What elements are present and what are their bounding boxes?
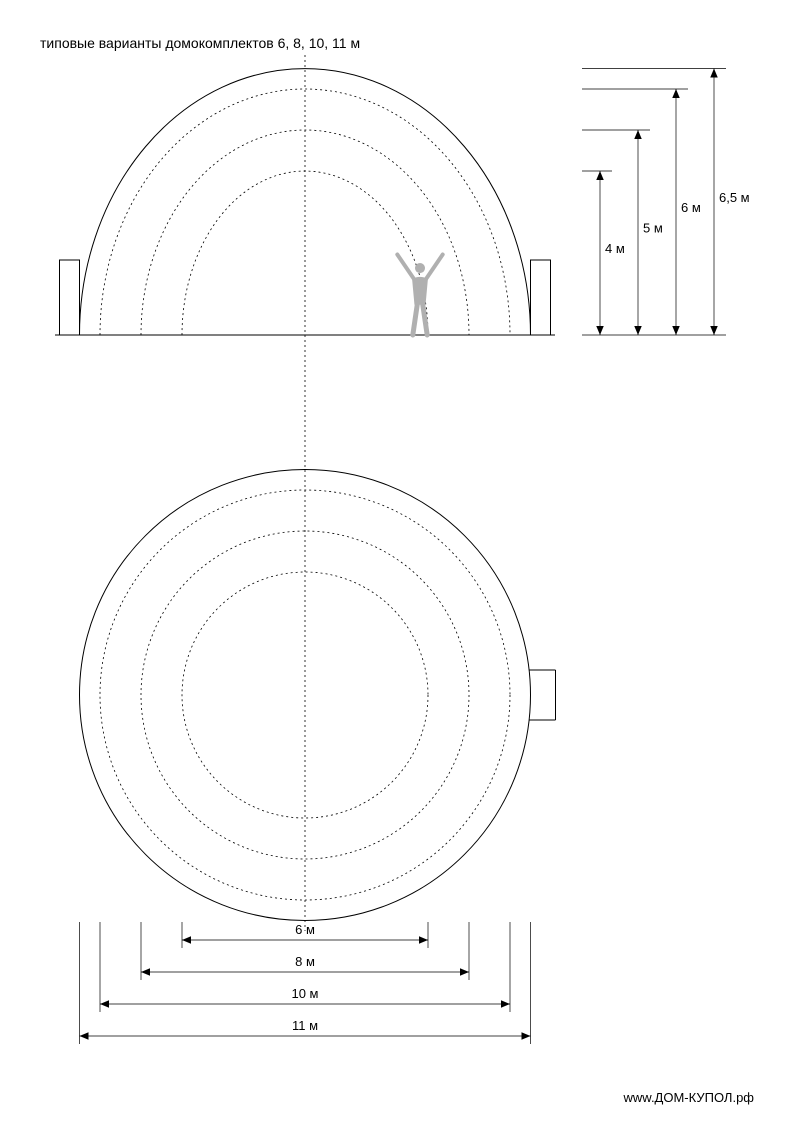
svg-text:11 м: 11 м xyxy=(292,1018,318,1033)
technical-drawing: 4 м 5 м 6 м 6,5 м 6 м 8 м 10 м 11 м xyxy=(0,0,794,1123)
svg-text:8 м: 8 м xyxy=(295,954,315,969)
svg-text:6,5 м: 6,5 м xyxy=(719,190,750,205)
svg-text:6 м: 6 м xyxy=(681,200,701,215)
svg-text:4 м: 4 м xyxy=(605,241,625,256)
svg-text:6 м: 6 м xyxy=(295,922,315,937)
svg-text:10 м: 10 м xyxy=(291,986,318,1001)
svg-text:5 м: 5 м xyxy=(643,221,663,236)
human-icon xyxy=(397,255,442,335)
elevation-view: 4 м 5 м 6 м 6,5 м xyxy=(55,55,750,455)
footer-url: www.ДОМ-КУПОЛ.рф xyxy=(624,1090,755,1105)
plan-view: 6 м 8 м 10 м 11 м xyxy=(80,455,556,1123)
